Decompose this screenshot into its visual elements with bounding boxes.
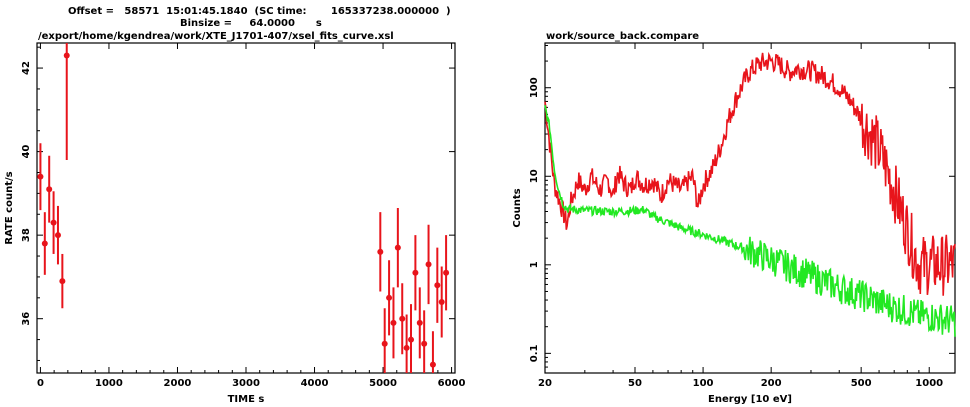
data-point [429,361,436,368]
spectrum-frame [544,42,956,374]
x-tick-label: 1000 [95,378,123,389]
data-point [399,315,406,322]
spectrum-x-tick-label: 50 [628,378,642,389]
right-plot-title: work/source_back.compare [546,31,700,42]
offset-line: Offset = 58571 15:01:45.1840 (SC time: 1… [68,6,451,17]
data-point [421,340,428,347]
y-axis-label: RATE count/s [4,171,15,244]
spectrum-y-tick-label: 1 [529,261,540,268]
background-spectrum-line [544,105,956,337]
y-tick-label: 40 [21,145,32,159]
spectrum-x-tick-label: 500 [851,378,872,389]
data-point [390,319,397,326]
data-point [403,344,410,351]
x-tick-label: 5000 [369,378,397,389]
data-point [408,336,415,343]
data-point [434,282,441,289]
data-point [54,232,61,239]
x-tick-label: 4000 [301,378,329,389]
y-tick-label: 42 [21,61,32,75]
data-point [50,219,57,226]
x-tick-label: 2000 [164,378,192,389]
data-point [63,52,70,59]
data-point [41,240,48,247]
data-point [394,244,401,251]
data-point [416,319,423,326]
spectrum-x-tick-label: 100 [693,378,714,389]
data-point [46,186,53,193]
spectrum-y-tick-label: 100 [529,77,540,98]
spectrum-x-tick-label: 1000 [915,378,943,389]
data-point [59,278,66,285]
data-point [438,298,445,305]
data-point [381,340,388,347]
spectrum-x-axis-label: Energy [10 eV] [708,394,792,405]
data-point [425,261,432,268]
data-point [412,269,419,276]
x-tick-label: 6000 [438,378,466,389]
binsize-line: Binsize = 64.0000 s [180,18,322,29]
light-curve-chart: 0 1000 2000 3000 4000 5000 6000 36 38 40 42 TIME s… [4,42,466,405]
spectrum-x-tick-label: 200 [761,378,782,389]
spectrum-x-tick-label: 20 [538,378,552,389]
x-axis-label: TIME s [228,394,265,405]
data-point [443,269,450,276]
x-tick-label: 3000 [232,378,260,389]
source-spectrum-line [544,51,956,296]
file-path: /export/home/kgendrea/work/XTE_J1701-407… [38,31,394,42]
x-tick-label: 0 [37,378,44,389]
data-point [377,248,384,255]
spectrum-y-axis-label: Counts [512,188,523,227]
data-point [37,173,44,180]
spectrum-y-tick-label: 10 [529,169,540,183]
y-tick-label: 38 [21,228,32,242]
data-point [386,294,393,301]
y-tick-label: 36 [21,312,32,326]
spectrum-y-tick-label: 0.1 [529,344,540,362]
